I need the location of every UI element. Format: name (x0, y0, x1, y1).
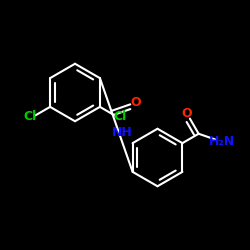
Text: H₂N: H₂N (209, 135, 235, 148)
Text: Cl: Cl (114, 110, 127, 123)
Text: NH: NH (112, 126, 133, 139)
Text: O: O (182, 107, 192, 120)
Text: Cl: Cl (23, 110, 36, 123)
Text: O: O (130, 96, 141, 109)
